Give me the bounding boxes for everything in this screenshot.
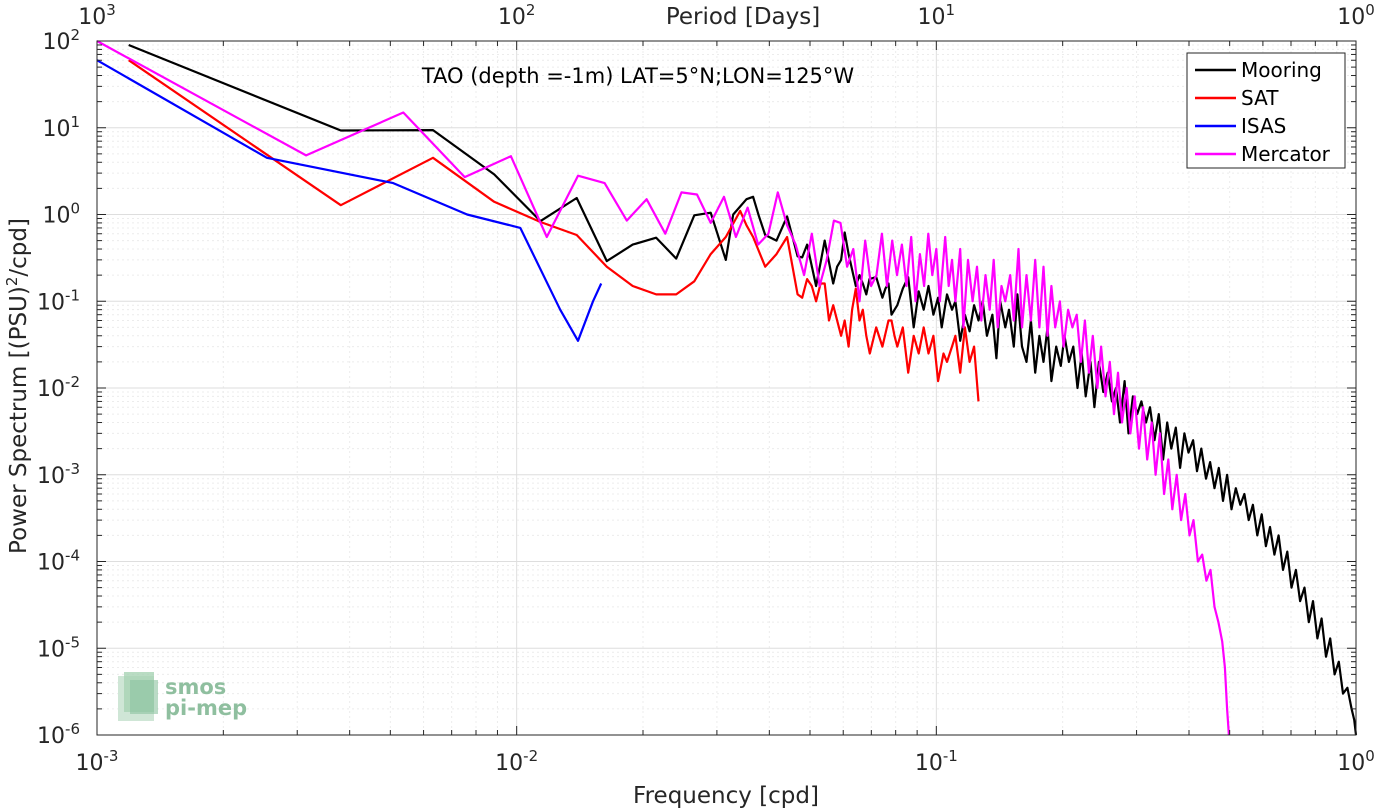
y-tick-label: 10-1 (37, 286, 80, 315)
x-tick-label: 10-2 (495, 747, 538, 776)
logo-text-pimep: pi-mep (165, 696, 247, 720)
series-line-sat (128, 59, 980, 402)
chart-title: TAO (depth =-1m) LAT=5°N;LON=125°W (421, 64, 855, 88)
y-axis-label: Power Spectrum [(PSU)2/cpd] (3, 218, 32, 554)
series-line-mooring (128, 43, 1358, 736)
y-axis-label-tail: /cpd] (6, 218, 32, 277)
y-tick-label: 100 (42, 200, 80, 229)
y-tick-label: 10-5 (37, 633, 80, 662)
legend-label-mercator: Mercator (1241, 142, 1331, 166)
legend-label-sat: SAT (1241, 86, 1279, 110)
y-axis-label-sup: 2 (3, 277, 21, 287)
top-tick-label: 103 (78, 1, 116, 30)
y-tick-label: 10-3 (37, 460, 80, 489)
top-axis-label: Period [Days] (666, 4, 820, 30)
legend: Mooring SAT ISAS Mercator (1186, 52, 1346, 169)
y-tick-label: 10-4 (37, 547, 80, 576)
x-tick-label: 100 (1337, 747, 1375, 776)
series-group (96, 40, 1358, 736)
legend-box (1186, 52, 1346, 169)
top-tick-label: 101 (918, 1, 956, 30)
legend-label-isas: ISAS (1241, 114, 1286, 138)
legend-label-mooring: Mooring (1241, 58, 1322, 82)
series-line-isas (96, 59, 603, 342)
series-line-mercator (96, 40, 1230, 736)
smos-logo: smos pi-mep (118, 672, 247, 721)
y-tick-label: 102 (42, 26, 80, 55)
x-tick-label: 10-3 (76, 747, 119, 776)
y-tick-label: 101 (42, 113, 80, 142)
y-axis-label-main: Power Spectrum [(PSU) (6, 286, 32, 554)
logo-mark-3 (130, 680, 158, 714)
top-tick-label: 100 (1337, 1, 1375, 30)
x-tick-label: 10-1 (915, 747, 958, 776)
y-tick-label: 10-2 (37, 373, 80, 402)
x-axis-label: Frequency [cpd] (633, 783, 819, 809)
y-tick-label: 10-6 (37, 720, 80, 749)
top-tick-label: 102 (498, 1, 536, 30)
logo-text-smos: smos (165, 675, 226, 699)
